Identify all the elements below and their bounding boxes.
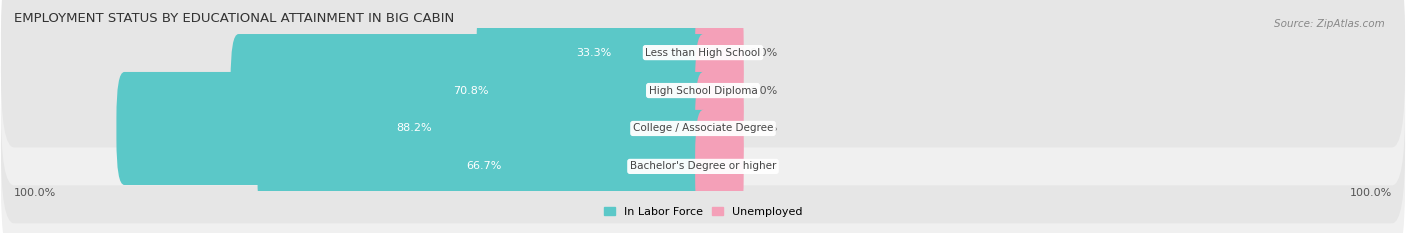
Text: 100.0%: 100.0% — [14, 188, 56, 199]
Text: 0.0%: 0.0% — [749, 86, 778, 96]
FancyBboxPatch shape — [1, 0, 1405, 147]
FancyBboxPatch shape — [1, 0, 1405, 185]
FancyBboxPatch shape — [477, 0, 711, 109]
FancyBboxPatch shape — [1, 34, 1405, 223]
Text: Bachelor's Degree or higher: Bachelor's Degree or higher — [630, 161, 776, 171]
FancyBboxPatch shape — [1, 72, 1405, 233]
Text: Less than High School: Less than High School — [645, 48, 761, 58]
Text: 0.0%: 0.0% — [749, 123, 778, 134]
Text: College / Associate Degree: College / Associate Degree — [633, 123, 773, 134]
Text: 0.0%: 0.0% — [749, 161, 778, 171]
FancyBboxPatch shape — [695, 0, 744, 109]
Text: 70.8%: 70.8% — [453, 86, 488, 96]
FancyBboxPatch shape — [695, 110, 744, 223]
FancyBboxPatch shape — [231, 34, 711, 147]
Text: Source: ZipAtlas.com: Source: ZipAtlas.com — [1274, 19, 1385, 29]
FancyBboxPatch shape — [695, 34, 744, 147]
FancyBboxPatch shape — [257, 110, 711, 223]
FancyBboxPatch shape — [117, 72, 711, 185]
Legend: In Labor Force, Unemployed: In Labor Force, Unemployed — [599, 202, 807, 221]
Text: 88.2%: 88.2% — [396, 123, 432, 134]
FancyBboxPatch shape — [695, 72, 744, 185]
Text: EMPLOYMENT STATUS BY EDUCATIONAL ATTAINMENT IN BIG CABIN: EMPLOYMENT STATUS BY EDUCATIONAL ATTAINM… — [14, 12, 454, 25]
Text: 0.0%: 0.0% — [749, 48, 778, 58]
Text: 100.0%: 100.0% — [1350, 188, 1392, 199]
Text: High School Diploma: High School Diploma — [648, 86, 758, 96]
Text: 66.7%: 66.7% — [467, 161, 502, 171]
Text: 33.3%: 33.3% — [576, 48, 612, 58]
